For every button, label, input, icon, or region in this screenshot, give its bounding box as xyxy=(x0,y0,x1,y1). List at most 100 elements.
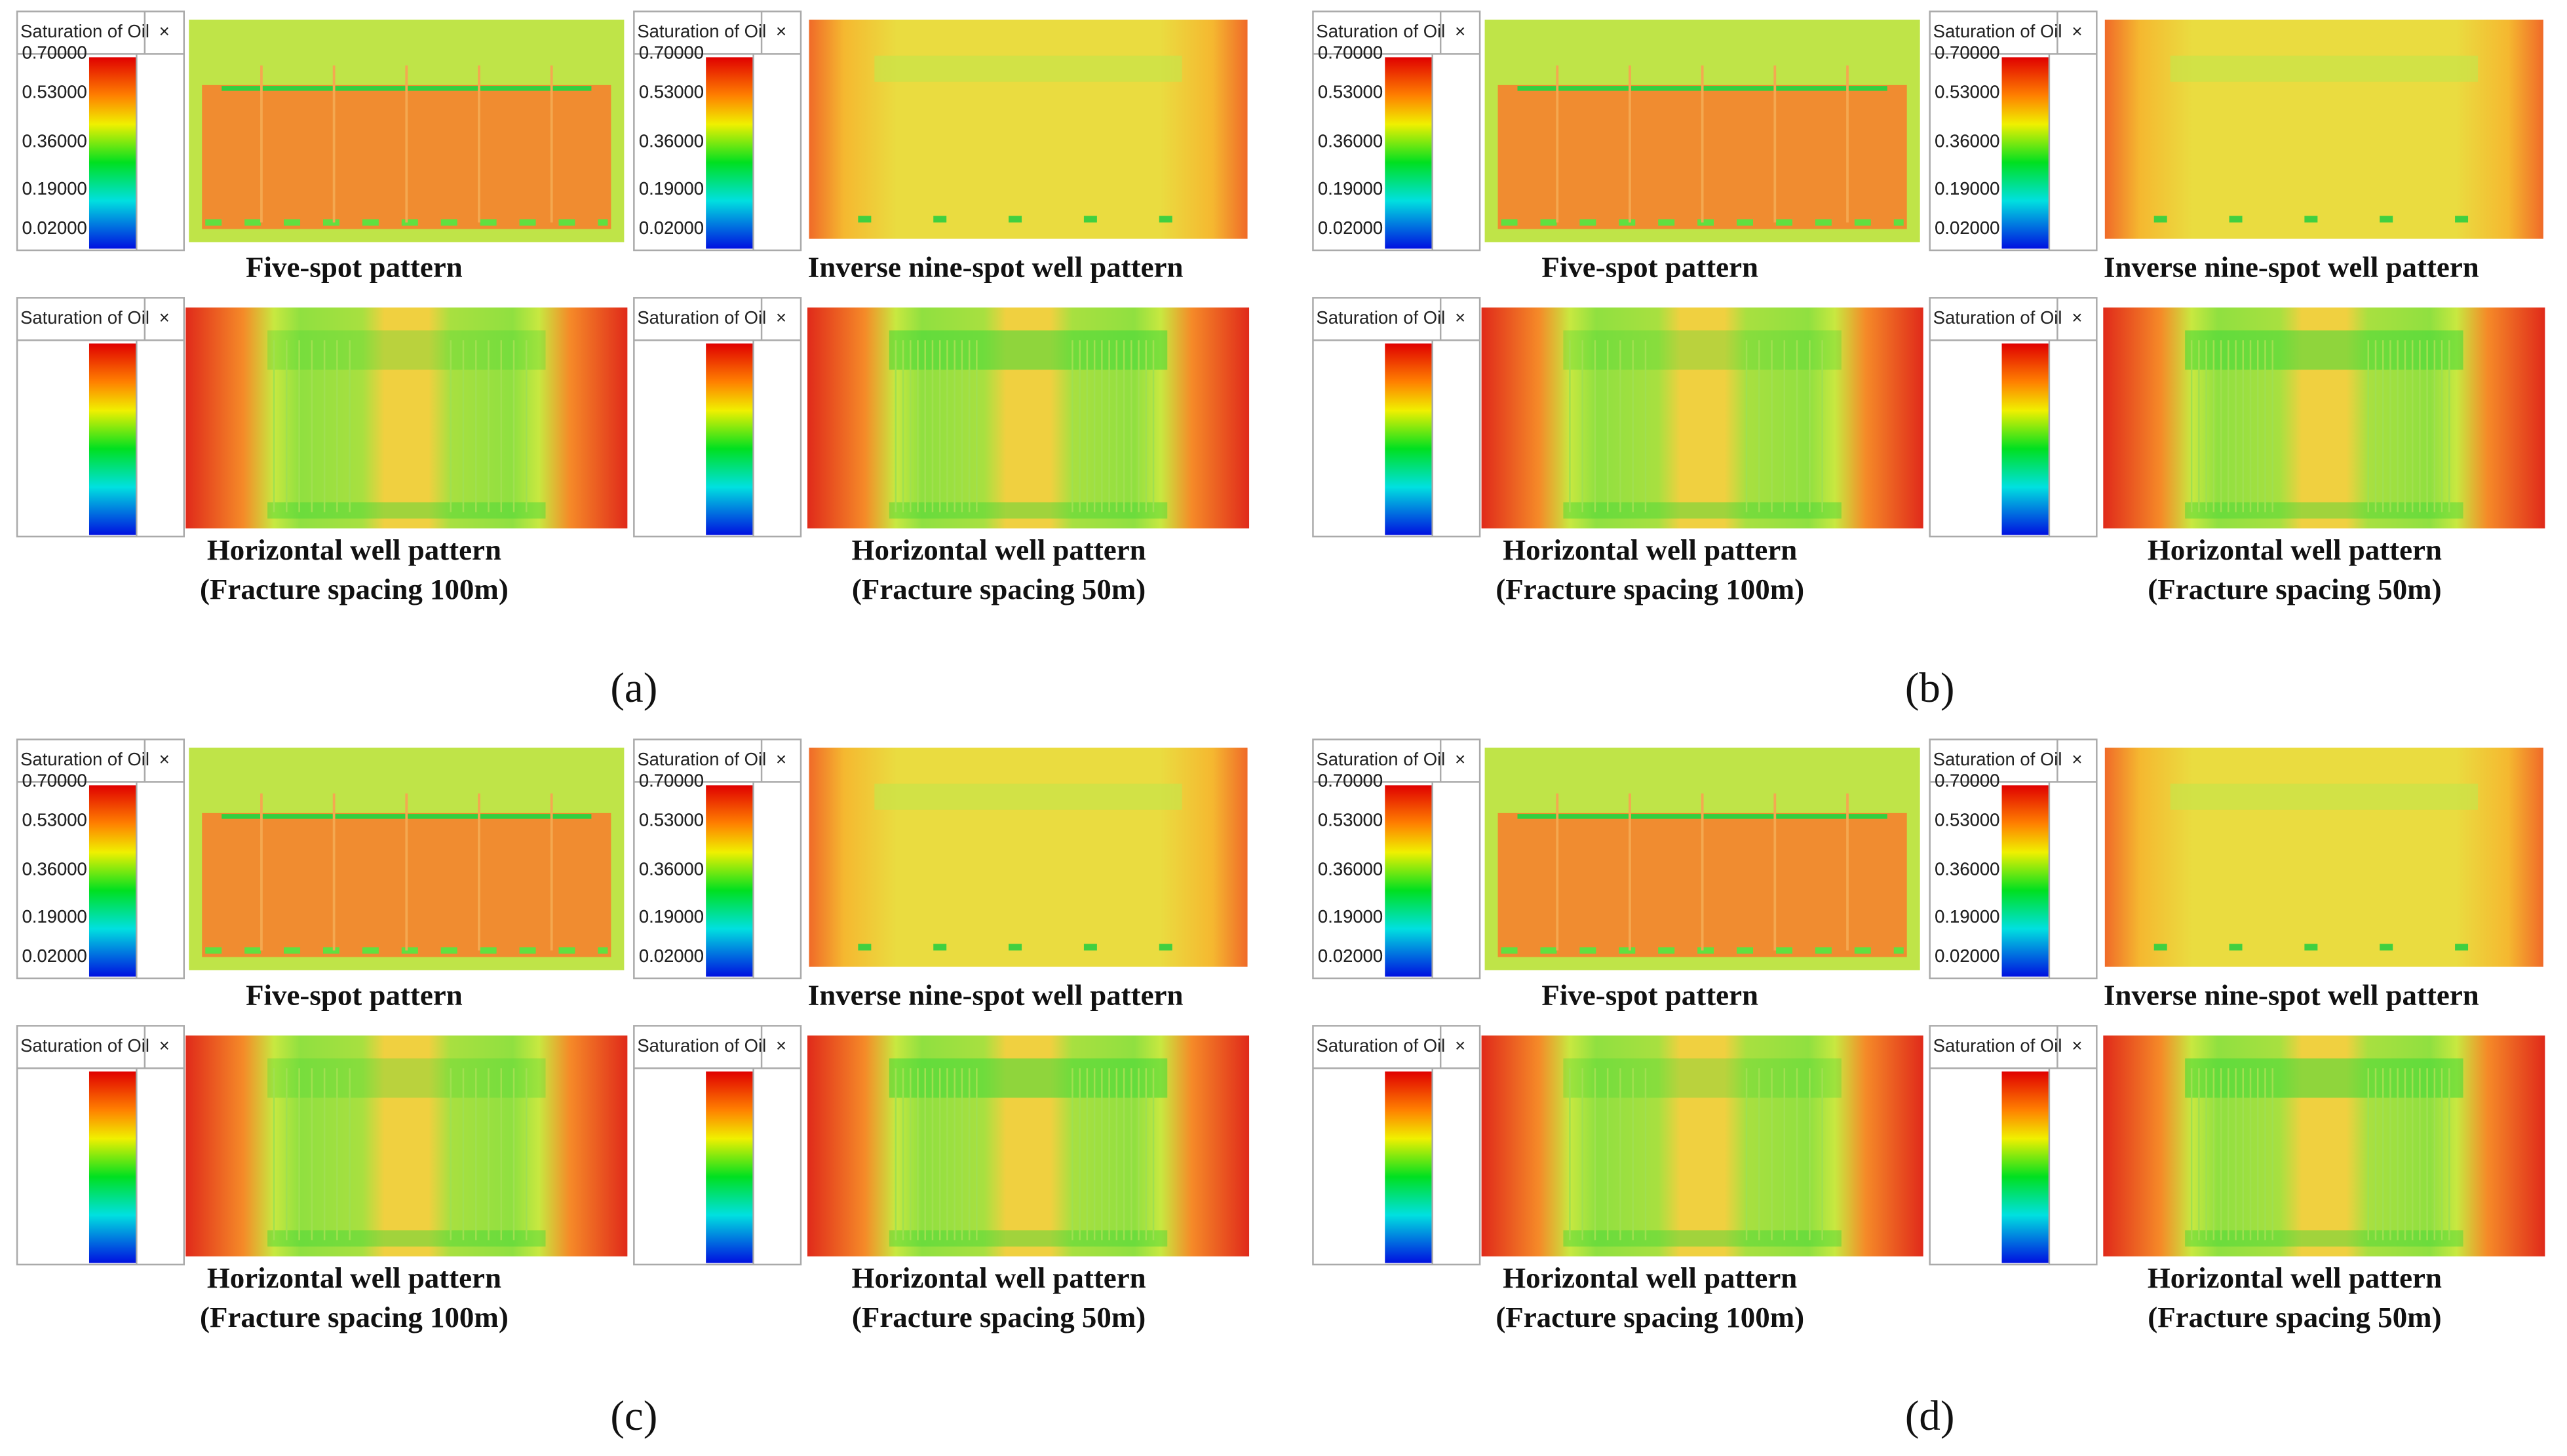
heatmap xyxy=(2104,747,2543,967)
close-button[interactable]: × xyxy=(776,1035,786,1056)
legend-tick-label: 0.53000 xyxy=(1935,810,1999,830)
legend-tick-label: 0.19000 xyxy=(1318,178,1383,199)
legend-tick-label: 0.36000 xyxy=(1935,130,1999,151)
caption: Five-spot pattern xyxy=(246,250,463,283)
legend-tick-label: 0.19000 xyxy=(639,178,704,199)
legend-window: Saturation of Oil × 0.70000 0.53000 0.36000 0… xyxy=(633,738,802,980)
heatmap-band xyxy=(2170,55,2479,82)
legend-tick-label: 0.70000 xyxy=(1935,43,1999,63)
legend-title: Saturation of Oil xyxy=(637,749,766,769)
legend-tick-label: 0.70000 xyxy=(639,43,704,63)
legend-tick-label: 0.19000 xyxy=(639,906,704,927)
legend-tick-label: 0.53000 xyxy=(1318,82,1383,102)
caption: Horizontal well pattern xyxy=(1503,1261,1797,1294)
close-button[interactable]: × xyxy=(1455,21,1465,41)
legend-window: Saturation of Oil × 0.70000 0.53000 0.36000 0… xyxy=(633,10,802,252)
caption: Inverse nine-spot well pattern xyxy=(808,250,1184,283)
legend-tick-label: 0.19000 xyxy=(1318,178,1383,199)
legend-tick-label: 0.02000 xyxy=(22,218,87,238)
panel: Saturation of Oil × 0.70000 0.53000 0.36000 0… xyxy=(16,738,1250,1440)
color-bar xyxy=(706,1071,754,1263)
color-bar xyxy=(2001,785,2049,977)
caption: Inverse nine-spot well pattern xyxy=(2104,978,2479,1011)
caption: Horizontal well pattern xyxy=(207,533,501,566)
legend-tick-label: 0.70000 xyxy=(1318,43,1383,63)
legend-tick-label: 0.53000 xyxy=(1318,82,1383,102)
heatmap-band xyxy=(1563,1230,1842,1247)
heatmap-band xyxy=(267,1230,546,1247)
legend-tick-label: 0.02000 xyxy=(639,946,704,966)
color-bar xyxy=(706,785,754,977)
close-button[interactable]: × xyxy=(1455,307,1465,328)
heatmap xyxy=(185,307,628,529)
legend-tick-label: 0.19000 xyxy=(1935,178,1999,199)
legend-tick-label: 0.36000 xyxy=(22,130,87,151)
heatmap xyxy=(2104,19,2543,239)
legend-title: Saturation of Oil xyxy=(20,21,149,41)
legend-tick-label: 0.70000 xyxy=(22,771,87,791)
heatmap xyxy=(1481,1035,1923,1257)
color-bar xyxy=(2001,343,2049,535)
legend-tick-label: 0.53000 xyxy=(1935,810,1999,830)
legend-tick-label: 0.36000 xyxy=(22,130,87,151)
legend-window: Saturation of Oil × 0.70000 0.53000 0.36000 0… xyxy=(1312,43,1481,538)
legend-title: Saturation of Oil xyxy=(1316,1035,1445,1056)
caption: (Fracture spacing 50m) xyxy=(2148,1301,2441,1333)
close-button[interactable]: × xyxy=(2072,307,2082,328)
close-button[interactable]: × xyxy=(776,21,786,41)
legend-tick-label: 0.19000 xyxy=(1935,906,1999,927)
caption: Horizontal well pattern xyxy=(852,1261,1146,1294)
legend-title: Saturation of Oil xyxy=(1316,749,1445,769)
panel: Saturation of Oil × 0.70000 0.53000 0.36000 0… xyxy=(1312,10,2545,712)
heatmap xyxy=(809,19,1248,239)
close-button[interactable]: × xyxy=(776,749,786,769)
legend-tick-label: 0.02000 xyxy=(639,218,704,238)
legend-window: Saturation of Oil × 0.70000 0.53000 0.36000 0… xyxy=(1929,43,2098,538)
caption: Horizontal well pattern xyxy=(2148,533,2442,566)
legend-tick-label: 0.53000 xyxy=(1935,82,1999,102)
heatmap xyxy=(1481,307,1923,529)
legend-tick-label: 0.02000 xyxy=(22,218,87,238)
legend-tick-label: 0.02000 xyxy=(639,946,704,966)
legend-tick-label: 0.19000 xyxy=(22,906,87,927)
legend-tick-label: 0.02000 xyxy=(1935,946,1999,966)
color-bar xyxy=(1385,343,1433,535)
heatmap-band xyxy=(1563,330,1842,370)
legend-tick-label: 0.70000 xyxy=(1935,771,1999,791)
heatmap-band xyxy=(1563,502,1842,519)
legend-tick-label: 0.36000 xyxy=(1318,858,1383,879)
legend-tick-label: 0.70000 xyxy=(1318,771,1383,791)
legend-tick-label: 0.53000 xyxy=(639,82,704,102)
close-button[interactable]: × xyxy=(2072,21,2082,41)
close-button[interactable]: × xyxy=(776,307,786,328)
heatmap-band xyxy=(874,783,1182,810)
close-button[interactable]: × xyxy=(159,749,170,769)
heatmap-band xyxy=(874,55,1182,82)
close-button[interactable]: × xyxy=(2072,749,2082,769)
legend-tick-label: 0.36000 xyxy=(22,858,87,879)
legend-tick-label: 0.02000 xyxy=(1935,946,1999,966)
close-button[interactable]: × xyxy=(1455,1035,1465,1056)
legend-window: Saturation of Oil × 0.70000 0.53000 0.36000 0… xyxy=(16,43,185,538)
close-button[interactable]: × xyxy=(2072,1035,2082,1056)
color-bar xyxy=(1385,785,1433,977)
caption: (Fracture spacing 100m) xyxy=(200,573,509,605)
close-button[interactable]: × xyxy=(159,307,170,328)
color-bar xyxy=(88,57,137,249)
legend-window: Saturation of Oil × 0.70000 0.53000 0.36000 0… xyxy=(1312,738,1481,980)
legend-tick-label: 0.70000 xyxy=(22,43,87,63)
legend-tick-label: 0.02000 xyxy=(22,946,87,966)
legend-title: Saturation of Oil xyxy=(1933,1035,2062,1056)
legend-tick-label: 0.02000 xyxy=(22,946,87,966)
legend-tick-label: 0.36000 xyxy=(639,130,704,151)
legend-tick-label: 0.53000 xyxy=(22,810,87,830)
close-button[interactable]: × xyxy=(159,21,170,41)
color-bar xyxy=(2001,1071,2049,1263)
heatmap-band xyxy=(267,330,546,370)
legend-window: Saturation of Oil × 0.70000 0.53000 0.36000 0… xyxy=(633,43,802,538)
legend-tick-label: 0.02000 xyxy=(1318,946,1383,966)
close-button[interactable]: × xyxy=(159,1035,170,1056)
close-button[interactable]: × xyxy=(1455,749,1465,769)
legend-title: Saturation of Oil xyxy=(20,749,149,769)
